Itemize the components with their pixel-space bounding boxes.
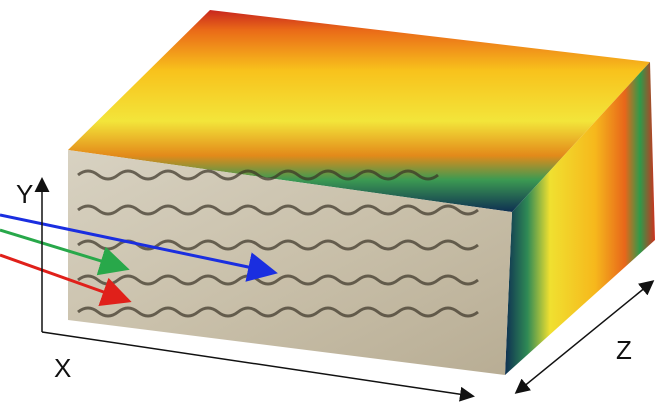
diagram: Y X Z	[0, 0, 655, 407]
y-label: Y	[16, 179, 33, 209]
page: Y X Z (() => { const data = JSON.parse(d…	[0, 0, 655, 407]
x-label: X	[54, 353, 71, 383]
z-label: Z	[616, 335, 632, 365]
